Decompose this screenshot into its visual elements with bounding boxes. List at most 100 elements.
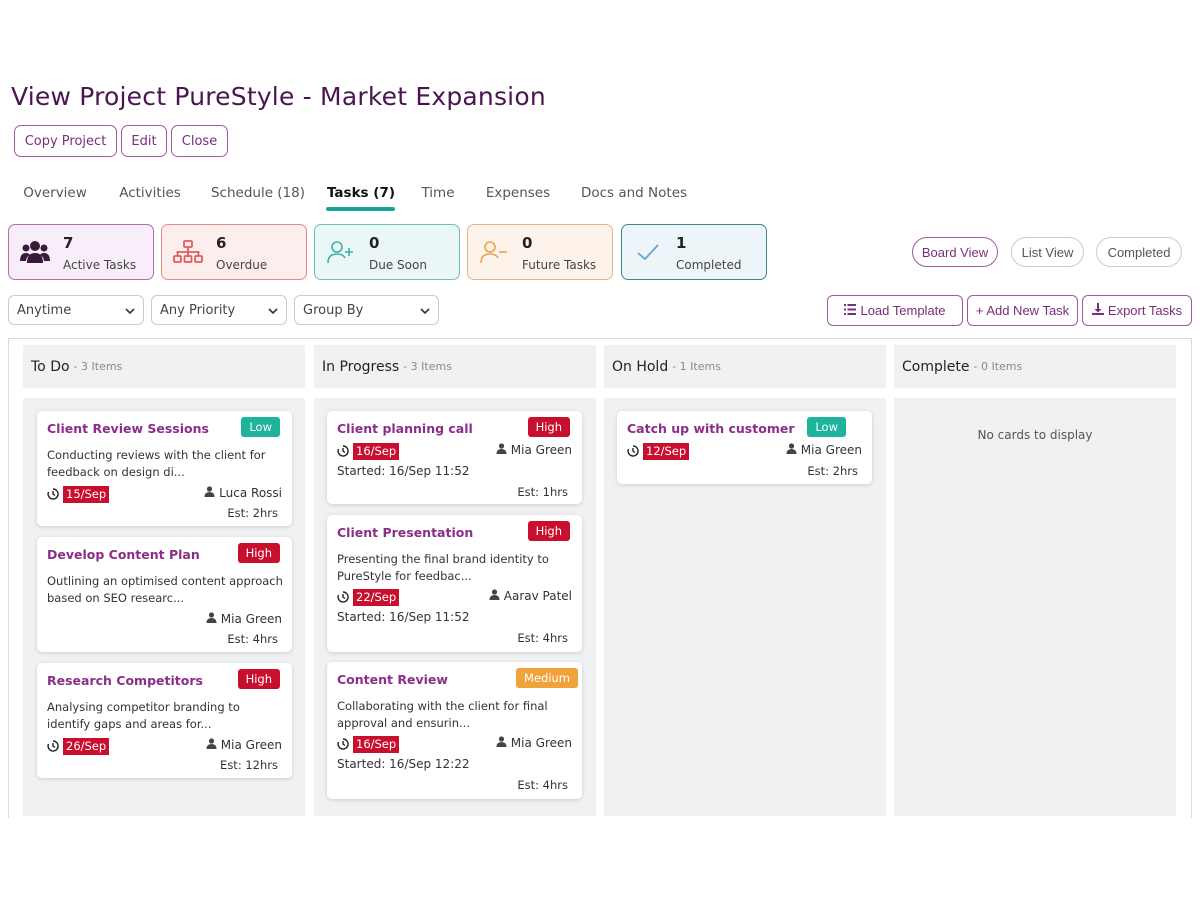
- task-started: Started: 16/Sep 11:52: [337, 464, 470, 478]
- export-tasks-button[interactable]: Export Tasks: [1082, 295, 1192, 326]
- load-template-button[interactable]: Load Template: [827, 295, 963, 326]
- tab-tasks[interactable]: Tasks (7): [326, 185, 396, 201]
- edit-button[interactable]: Edit: [121, 125, 167, 157]
- user-icon: [489, 589, 500, 603]
- due-date: 22/Sep: [337, 588, 400, 607]
- owner-name: Mia Green: [510, 443, 572, 457]
- stat-label: Future Tasks: [522, 258, 597, 272]
- task-owner: Mia Green: [206, 738, 282, 752]
- column-count: - 3 Items: [73, 360, 123, 373]
- task-title[interactable]: Research Competitors: [47, 673, 203, 688]
- task-estimate: Est: 12hrs: [220, 758, 278, 772]
- task-owner: Mia Green: [786, 443, 862, 457]
- stat-label: Active Tasks: [63, 258, 137, 272]
- column-count: - 1 Items: [672, 360, 721, 373]
- timer-icon: [47, 485, 59, 504]
- remove-user-icon: [478, 236, 510, 268]
- add-new-task-label: + Add New Task: [975, 303, 1070, 318]
- task-title[interactable]: Content Review: [337, 672, 448, 687]
- tab-docs-and-notes[interactable]: Docs and Notes: [580, 185, 688, 201]
- task-card[interactable]: Client Review Sessions Low Conducting re…: [37, 411, 292, 526]
- export-tasks-label: Export Tasks: [1107, 303, 1183, 318]
- completed-view-button[interactable]: Completed: [1096, 237, 1182, 267]
- timer-icon: [337, 442, 349, 461]
- description-line: Analysing competitor branding to: [47, 700, 240, 714]
- time-filter-value: Anytime: [17, 302, 72, 318]
- board-view-button[interactable]: Board View: [912, 237, 998, 267]
- task-estimate: Est: 2hrs: [807, 464, 858, 478]
- stat-due-soon[interactable]: 0 Due Soon: [314, 224, 460, 280]
- task-owner: Mia Green: [496, 736, 572, 750]
- tab-expenses[interactable]: Expenses: [485, 185, 551, 201]
- kanban-board: [8, 338, 1192, 818]
- due-date: 16/Sep: [337, 735, 400, 754]
- owner-name: Mia Green: [220, 612, 282, 626]
- priority-filter-select[interactable]: Any Priority: [151, 295, 287, 325]
- time-filter-select[interactable]: Anytime: [8, 295, 144, 325]
- user-icon: [496, 736, 507, 750]
- task-description: Collaborating with the client for final …: [337, 698, 577, 732]
- column-header-in-progress: In Progress - 3 Items: [314, 345, 596, 388]
- task-estimate: Est: 1hrs: [517, 485, 568, 499]
- owner-name: Aarav Patel: [503, 589, 572, 603]
- copy-project-button[interactable]: Copy Project: [14, 125, 117, 157]
- task-title[interactable]: Client Review Sessions: [47, 421, 209, 436]
- stat-overdue[interactable]: 6 Overdue: [161, 224, 307, 280]
- priority-badge: High: [527, 417, 570, 437]
- column-body-complete: No cards to display: [894, 398, 1176, 816]
- task-title[interactable]: Client Presentation: [337, 525, 474, 540]
- tab-time[interactable]: Time: [421, 185, 455, 201]
- task-owner: Aarav Patel: [489, 589, 572, 603]
- check-icon: [632, 236, 664, 268]
- tab-overview[interactable]: Overview: [23, 185, 87, 201]
- user-icon: [206, 612, 217, 626]
- chevron-down-icon: [125, 305, 135, 320]
- task-card[interactable]: Develop Content Plan High Outlining an o…: [37, 537, 292, 652]
- list-icon: [844, 303, 857, 318]
- tab-schedule[interactable]: Schedule (18): [210, 185, 306, 201]
- tab-activities[interactable]: Activities: [119, 185, 181, 201]
- priority-badge: High: [237, 543, 280, 563]
- download-icon: [1091, 303, 1104, 318]
- task-estimate: Est: 4hrs: [227, 632, 278, 646]
- task-title[interactable]: Catch up with customer: [627, 421, 795, 436]
- stat-completed[interactable]: 1 Completed: [621, 224, 767, 280]
- task-card[interactable]: Client planning call High 16/Sep Mia Gre…: [327, 411, 582, 504]
- timer-icon: [337, 588, 349, 607]
- stat-future-tasks[interactable]: 0 Future Tasks: [467, 224, 613, 280]
- page-title: View Project PureStyle - Market Expansio…: [11, 82, 546, 111]
- close-button[interactable]: Close: [171, 125, 228, 157]
- column-header-to-do: To Do - 3 Items: [23, 345, 305, 388]
- description-line: identify gaps and areas for...: [47, 717, 212, 731]
- task-card[interactable]: Research Competitors High Analysing comp…: [37, 663, 292, 778]
- add-new-task-button[interactable]: + Add New Task: [967, 295, 1078, 326]
- user-icon: [496, 443, 507, 457]
- task-estimate: Est: 2hrs: [227, 506, 278, 520]
- column-name: Complete: [902, 358, 970, 375]
- stat-value: 0: [522, 234, 533, 252]
- description-line: Collaborating with the client for final: [337, 699, 548, 713]
- chevron-down-icon: [268, 305, 278, 320]
- empty-column-message: No cards to display: [977, 428, 1093, 442]
- stat-active-tasks[interactable]: 7 Active Tasks: [8, 224, 154, 280]
- add-user-icon: [325, 236, 357, 268]
- description-line: Outlining an optimised content approach: [47, 574, 283, 588]
- stat-label: Completed: [676, 258, 742, 272]
- due-date-value: 26/Sep: [63, 738, 110, 755]
- task-title[interactable]: Client planning call: [337, 421, 473, 436]
- group-by-value: Group By: [303, 302, 364, 318]
- group-by-select[interactable]: Group By: [294, 295, 439, 325]
- task-card[interactable]: Catch up with customer Low 12/Sep Mia Gr…: [617, 411, 872, 484]
- column-header-on-hold: On Hold - 1 Items: [604, 345, 886, 388]
- due-date-value: 16/Sep: [353, 736, 400, 753]
- task-card[interactable]: Content Review Medium Collaborating with…: [327, 662, 582, 799]
- list-view-button[interactable]: List View: [1011, 237, 1084, 267]
- task-card[interactable]: Client Presentation High Presenting the …: [327, 515, 582, 652]
- load-template-label: Load Template: [860, 303, 946, 318]
- user-icon: [204, 486, 215, 500]
- due-date-value: 22/Sep: [353, 589, 400, 606]
- task-title[interactable]: Develop Content Plan: [47, 547, 200, 562]
- task-description: Conducting reviews with the client for f…: [47, 447, 287, 481]
- task-description: Presenting the final brand identity to P…: [337, 551, 577, 585]
- description-line: feedback on design di...: [47, 465, 185, 479]
